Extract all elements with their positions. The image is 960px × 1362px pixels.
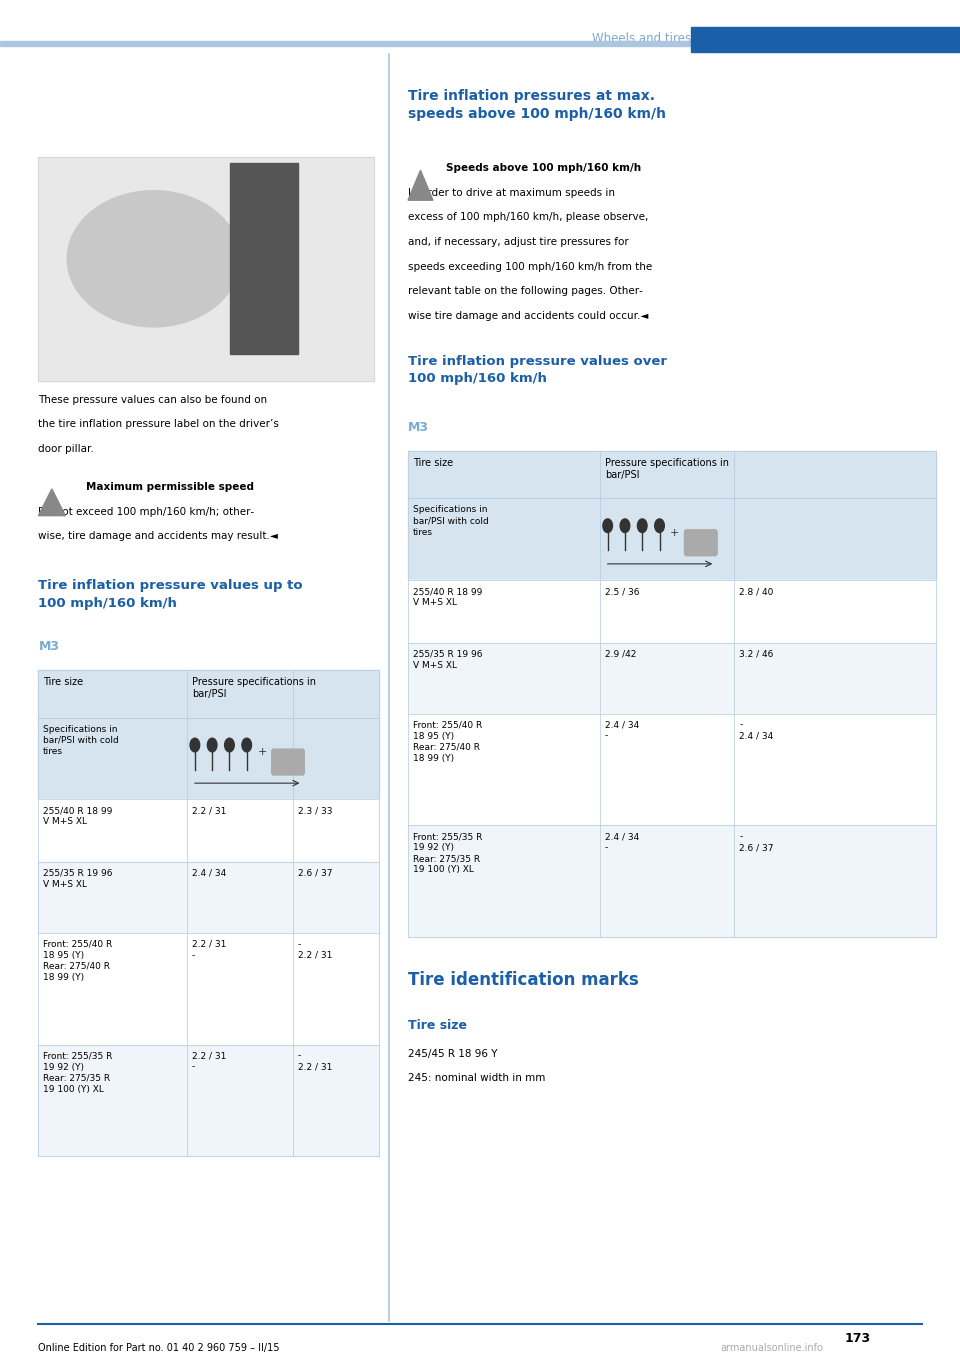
Text: Pressure specifications in
bar/PSI: Pressure specifications in bar/PSI	[605, 458, 729, 479]
Text: and, if necessary, adjust tire pressures for: and, if necessary, adjust tire pressures…	[408, 237, 629, 247]
Text: 2.4 / 34
-: 2.4 / 34 -	[605, 832, 639, 853]
Text: 2.2 / 31: 2.2 / 31	[192, 806, 227, 816]
Text: These pressure values can also be found on: These pressure values can also be found …	[38, 395, 268, 405]
Circle shape	[655, 519, 664, 533]
Bar	[38, 718, 379, 799]
Bar	[0, 41, 691, 46]
Circle shape	[225, 738, 234, 752]
Polygon shape	[38, 489, 65, 516]
Bar	[38, 157, 374, 381]
Text: In order to drive at maximum speeds in: In order to drive at maximum speeds in	[408, 188, 615, 197]
Text: Speeds above 100 mph/160 km/h: Speeds above 100 mph/160 km/h	[446, 163, 641, 173]
Text: Front: 255/40 R
18 95 (Y)
Rear: 275/40 R
18 99 (Y): Front: 255/40 R 18 95 (Y) Rear: 275/40 R…	[43, 940, 112, 982]
Text: relevant table on the following pages. Other‑: relevant table on the following pages. O…	[408, 286, 643, 296]
Text: Tire identification marks: Tire identification marks	[408, 971, 638, 989]
Text: Tire size: Tire size	[413, 458, 453, 467]
Text: door pillar.: door pillar.	[38, 444, 94, 454]
Text: 2.9 /42: 2.9 /42	[605, 650, 636, 659]
Bar	[38, 157, 374, 381]
Text: Front: 255/40 R
18 95 (Y)
Rear: 275/40 R
18 99 (Y): Front: 255/40 R 18 95 (Y) Rear: 275/40 R…	[413, 720, 482, 763]
FancyBboxPatch shape	[684, 530, 717, 556]
FancyBboxPatch shape	[272, 749, 304, 775]
Text: 255/40 R 18 99
V M+S XL: 255/40 R 18 99 V M+S XL	[413, 587, 482, 607]
Text: Do not exceed 100 mph/160 km/h; other‑: Do not exceed 100 mph/160 km/h; other‑	[38, 507, 254, 516]
Text: 2.8 / 40: 2.8 / 40	[739, 587, 774, 597]
Text: M3: M3	[408, 421, 429, 434]
Text: 3.2 / 46: 3.2 / 46	[739, 650, 774, 659]
Polygon shape	[408, 170, 433, 200]
Text: -
2.2 / 31: - 2.2 / 31	[298, 940, 332, 960]
Text: Tire inflation pressure values up to
100 mph/160 km/h: Tire inflation pressure values up to 100…	[38, 579, 303, 610]
Text: wise, tire damage and accidents may result.◄: wise, tire damage and accidents may resu…	[38, 531, 278, 541]
Text: Specifications in
bar/PSI with cold
tires: Specifications in bar/PSI with cold tire…	[43, 725, 119, 756]
Bar	[408, 498, 936, 580]
Text: 245: nominal width in mm: 245: nominal width in mm	[408, 1073, 545, 1083]
Bar	[38, 933, 379, 1045]
Text: -
2.4 / 34: - 2.4 / 34	[739, 720, 774, 741]
Text: !: !	[419, 180, 422, 191]
Circle shape	[637, 519, 647, 533]
Circle shape	[207, 738, 217, 752]
Text: Wheels and tires: Wheels and tires	[592, 31, 691, 45]
Text: 2.2 / 31
-: 2.2 / 31 -	[192, 940, 227, 960]
Text: -
2.6 / 37: - 2.6 / 37	[739, 832, 774, 853]
Text: M3: M3	[38, 640, 60, 654]
Text: Mobility: Mobility	[798, 31, 853, 45]
Bar	[38, 799, 379, 862]
Circle shape	[620, 519, 630, 533]
Text: wise tire damage and accidents could occur.◄: wise tire damage and accidents could occ…	[408, 311, 648, 320]
Text: 2.6 / 37: 2.6 / 37	[298, 869, 332, 878]
Text: Maximum permissible speed: Maximum permissible speed	[86, 482, 254, 492]
Bar	[38, 670, 379, 718]
Text: +: +	[257, 746, 267, 757]
Bar	[408, 580, 936, 643]
Text: armanualsonline.info: armanualsonline.info	[720, 1343, 823, 1352]
Text: Front: 255/35 R
19 92 (Y)
Rear: 275/35 R
19 100 (Y) XL: Front: 255/35 R 19 92 (Y) Rear: 275/35 R…	[43, 1051, 112, 1094]
Text: 245/45 R 18 96 Y: 245/45 R 18 96 Y	[408, 1049, 497, 1058]
Bar	[408, 714, 936, 825]
Bar	[408, 451, 936, 498]
Text: Online Edition for Part no. 01 40 2 960 759 – II/15: Online Edition for Part no. 01 40 2 960 …	[38, 1343, 280, 1352]
Text: +: +	[670, 527, 680, 538]
Bar	[408, 825, 936, 937]
Text: excess of 100 mph/160 km/h, please observe,: excess of 100 mph/160 km/h, please obser…	[408, 212, 648, 222]
Text: the tire inflation pressure label on the driver’s: the tire inflation pressure label on the…	[38, 419, 279, 429]
Bar	[38, 862, 379, 933]
Bar	[408, 643, 936, 714]
Text: 2.5 / 36: 2.5 / 36	[605, 587, 639, 597]
Text: 173: 173	[845, 1332, 871, 1346]
Text: 2.2 / 31
-: 2.2 / 31 -	[192, 1051, 227, 1072]
Circle shape	[242, 738, 252, 752]
Bar	[230, 163, 298, 354]
Text: 255/35 R 19 96
V M+S XL: 255/35 R 19 96 V M+S XL	[413, 650, 482, 670]
Text: speeds exceeding 100 mph/160 km/h from the: speeds exceeding 100 mph/160 km/h from t…	[408, 262, 652, 271]
Text: !: !	[50, 497, 54, 507]
Text: Specifications in
bar/PSI with cold
tires: Specifications in bar/PSI with cold tire…	[413, 505, 489, 537]
Ellipse shape	[67, 191, 240, 327]
Text: 255/35 R 19 96
V M+S XL: 255/35 R 19 96 V M+S XL	[43, 869, 112, 889]
Text: 2.4 / 34
-: 2.4 / 34 -	[605, 720, 639, 741]
Text: Tire size: Tire size	[43, 677, 84, 686]
Text: 2.3 / 33: 2.3 / 33	[298, 806, 332, 816]
Text: Front: 255/35 R
19 92 (Y)
Rear: 275/35 R
19 100 (Y) XL: Front: 255/35 R 19 92 (Y) Rear: 275/35 R…	[413, 832, 482, 874]
Text: Pressure specifications in
bar/PSI: Pressure specifications in bar/PSI	[192, 677, 316, 699]
Circle shape	[603, 519, 612, 533]
Bar	[38, 1045, 379, 1156]
Text: Tire size: Tire size	[408, 1019, 467, 1032]
Circle shape	[190, 738, 200, 752]
Text: Tire inflation pressures at max.
speeds above 100 mph/160 km/h: Tire inflation pressures at max. speeds …	[408, 89, 666, 121]
Bar	[691, 27, 960, 52]
Text: 255/40 R 18 99
V M+S XL: 255/40 R 18 99 V M+S XL	[43, 806, 112, 827]
Text: 2.4 / 34: 2.4 / 34	[192, 869, 227, 878]
Text: Tire inflation pressure values over
100 mph/160 km/h: Tire inflation pressure values over 100 …	[408, 355, 667, 385]
Text: -
2.2 / 31: - 2.2 / 31	[298, 1051, 332, 1072]
